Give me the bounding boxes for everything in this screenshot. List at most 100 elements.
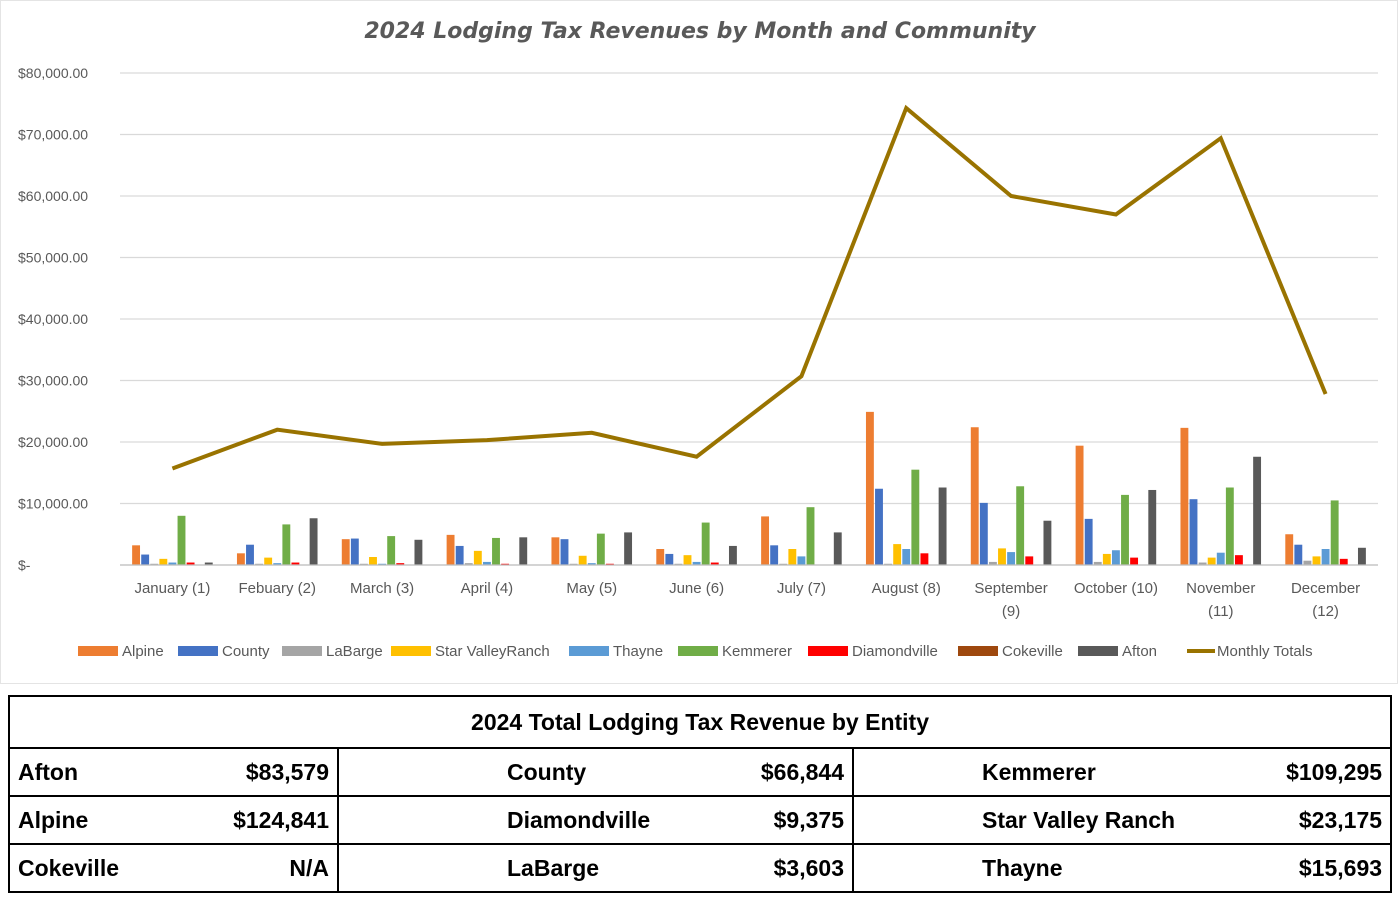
table-header-row: 2024 Total Lodging Tax Revenue by Entity — [7, 695, 1393, 749]
bar-diamondville — [1339, 558, 1348, 565]
x-tick-label: May (5) — [566, 580, 617, 597]
bar-afton — [519, 537, 528, 565]
y-tick-label: $10,000.00 — [18, 496, 88, 512]
legend-label: Alpine — [122, 643, 164, 660]
legend-label: County — [222, 643, 270, 660]
bar-thayne — [1007, 552, 1016, 565]
bar-thayne — [168, 562, 177, 565]
legend-swatch — [178, 646, 218, 656]
bar-kemmerer — [596, 533, 605, 565]
bar-star-valleyranch — [369, 557, 377, 565]
bar-county — [455, 545, 464, 565]
y-tick-label: $- — [18, 557, 31, 573]
bar-thayne — [797, 556, 806, 565]
bar-kemmerer — [806, 507, 815, 565]
bar-kemmerer — [1121, 494, 1129, 565]
entity-name: Thayne — [982, 854, 1063, 881]
bar-labarge — [779, 563, 788, 565]
table-row: Alpine $124,841 Diamondville $9,375 Star V… — [8, 795, 1393, 845]
bar-kemmerer — [282, 524, 291, 565]
entity-name: Afton — [18, 758, 79, 785]
bar-diamondville — [710, 562, 719, 565]
bar-thayne — [378, 563, 387, 565]
bar-afton — [1357, 547, 1366, 565]
bar-star-valleyranch — [578, 555, 587, 565]
x-tick-label: June (6) — [669, 580, 724, 597]
bar-kemmerer — [387, 536, 396, 565]
legend-swatch — [678, 646, 718, 656]
bar-county — [560, 539, 569, 565]
legend-label: Kemmerer — [722, 643, 792, 660]
bar-afton — [1148, 489, 1157, 565]
totals-table: 2024 Total Lodging Tax Revenue by Entity… — [7, 695, 1393, 893]
y-tick-label: $60,000.00 — [18, 188, 88, 204]
bar-afton — [833, 532, 842, 565]
bar-county — [350, 538, 359, 565]
y-tick-label: $30,000.00 — [18, 373, 88, 389]
bar-star-valleyranch — [893, 544, 902, 565]
bar-thayne — [902, 549, 911, 565]
bar-thayne — [482, 561, 491, 565]
y-tick-label: $70,000.00 — [18, 127, 88, 143]
bar-star-valleyranch — [788, 549, 797, 565]
bar-county — [1189, 499, 1198, 565]
y-tick-label: $20,000.00 — [18, 434, 88, 450]
bar-star-valleyranch — [159, 558, 168, 565]
bar-alpine — [551, 537, 560, 565]
legend: Alpine County LaBarge Star ValleyRanch Thayn… — [78, 643, 1313, 660]
bar-alpine — [970, 427, 979, 565]
bar-alpine — [1285, 534, 1294, 565]
series-line-monthly-totals — [171, 104, 1328, 471]
entity-value: $124,841 — [233, 806, 329, 833]
x-tick-label: April (4) — [461, 580, 514, 597]
legend-label: Star ValleyRanch — [435, 643, 550, 660]
bar-alpine — [761, 516, 770, 565]
bar-afton — [414, 539, 423, 565]
entity-value: $9,375 — [773, 806, 844, 833]
bar-thayne — [1111, 550, 1120, 565]
entity-value: $23,175 — [1298, 806, 1383, 833]
bar-county — [1294, 544, 1303, 565]
bar-diamondville — [291, 562, 300, 565]
entity-value: $15,693 — [1298, 854, 1383, 881]
legend-swatch — [282, 646, 322, 656]
x-tick-label: Febuary (2) — [238, 580, 316, 597]
bar-labarge — [988, 561, 997, 565]
bar-labarge — [1093, 561, 1102, 565]
table-cell: Cokeville N/A — [8, 843, 339, 893]
entity-name: LaBarge — [507, 854, 600, 881]
bar-star-valleyranch — [1312, 556, 1321, 565]
bar-alpine — [1180, 427, 1189, 565]
bar-labarge — [884, 563, 893, 565]
legend-label: Thayne — [613, 643, 663, 660]
bar-afton — [938, 487, 947, 565]
bar-kemmerer — [911, 469, 920, 565]
bar-diamondville — [605, 563, 614, 565]
bar-kemmerer — [1330, 500, 1339, 565]
bar-afton — [1043, 520, 1052, 565]
y-axis-ticks: $- $10,000.00 $20,000.00 $30,000.00 $40,000.… — [18, 65, 88, 573]
bar-kemmerer — [701, 522, 710, 565]
legend-label: Diamondville — [852, 643, 938, 660]
bar-diamondville — [920, 553, 929, 565]
legend-label: Monthly Totals — [1217, 643, 1313, 660]
entity-value: $109,295 — [1286, 758, 1383, 785]
bar-afton — [624, 532, 633, 565]
entity-name: Diamondville — [507, 806, 651, 833]
bar-alpine — [446, 534, 455, 565]
x-tick-label: August (8) — [872, 580, 941, 597]
bar-star-valleyranch — [1102, 553, 1111, 565]
legend-swatch — [391, 646, 431, 656]
legend-label: Cokeville — [1002, 643, 1063, 660]
table-cell: Star Valley Ranch $23,175 — [851, 795, 1393, 845]
bar-county — [246, 544, 254, 565]
bar-diamondville — [396, 563, 405, 565]
x-tick-label: July (7) — [777, 580, 826, 597]
x-tick-label: March (3) — [350, 580, 414, 597]
table-row: Afton $83,579 County $66,844 Kemmerer $109,… — [8, 747, 1393, 797]
bar-labarge — [1198, 562, 1207, 565]
bar-labarge — [150, 563, 159, 565]
bar-star-valleyranch — [264, 557, 273, 565]
bar-labarge — [255, 563, 264, 565]
bar-county — [875, 488, 883, 565]
